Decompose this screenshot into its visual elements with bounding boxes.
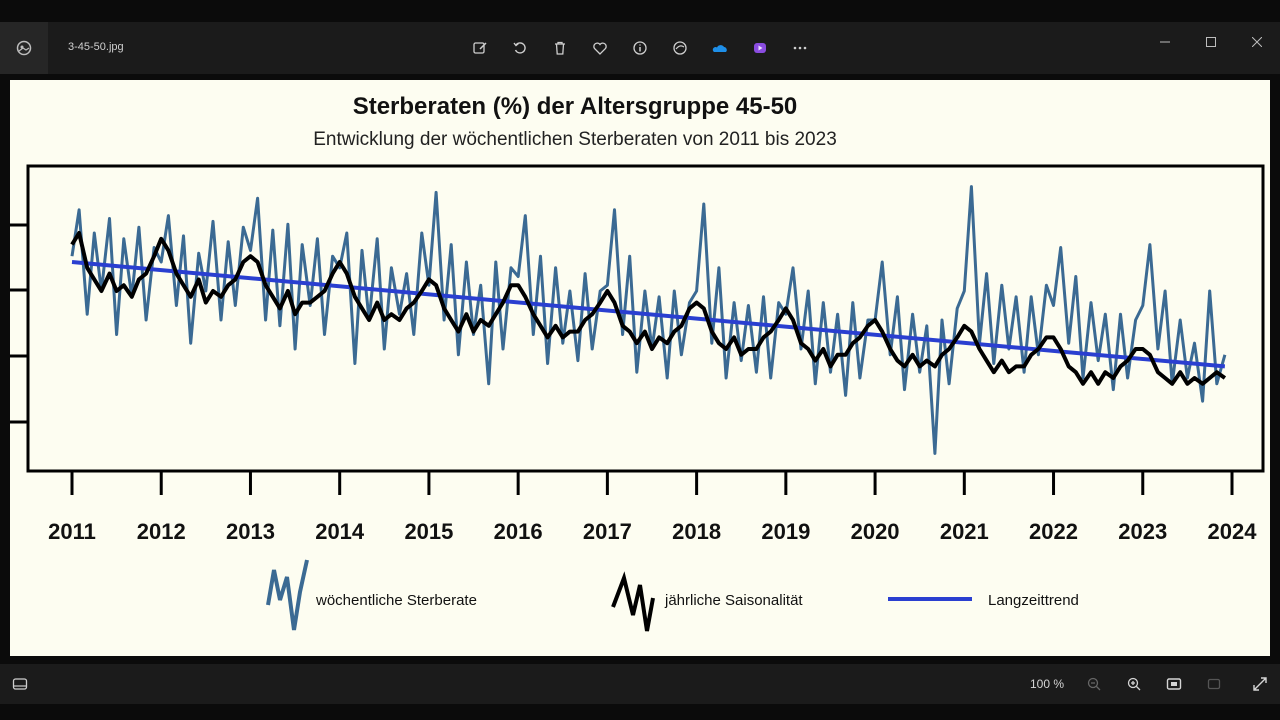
x-tick-label: 2019 — [761, 519, 810, 544]
file-name: 3-45-50.jpg — [68, 41, 124, 53]
legend-trend-label: Langzeittrend — [988, 592, 1079, 609]
edit-icon[interactable] — [468, 36, 492, 60]
maximize-icon[interactable] — [1188, 28, 1234, 56]
status-bar: 100 % — [0, 664, 1280, 704]
actual-size-icon[interactable] — [1204, 674, 1224, 694]
series-seasonal-line — [70, 231, 1227, 386]
legend-seasonal-label: jährliche Saisonalität — [664, 592, 803, 609]
rotate-icon[interactable] — [508, 36, 532, 60]
x-tick-label: 2020 — [851, 519, 900, 544]
plot-frame — [26, 164, 1265, 473]
legend-weekly-label: wöchentliche Sterberate — [315, 592, 477, 609]
chart-subtitle: Entwicklung der wöchentlichen Sterberate… — [313, 129, 837, 150]
favorite-icon[interactable] — [588, 36, 612, 60]
x-tick-label: 2011 — [48, 519, 96, 544]
plot-area — [70, 185, 1227, 455]
x-tick-label: 2014 — [315, 519, 365, 544]
x-tick-label: 2022 — [1029, 519, 1078, 544]
legend: wöchentliche Sterberate jährliche Saison… — [266, 559, 1079, 632]
x-tick-label: 2013 — [226, 519, 275, 544]
x-tick-label: 2017 — [583, 519, 632, 544]
chart-title: Sterberaten (%) der Altersgruppe 45-50 — [353, 93, 798, 120]
share-icon[interactable] — [668, 36, 692, 60]
x-axis: 2011 2012 2013 2014 2015 2016 2017 2018 2019 2020… — [48, 471, 1257, 544]
delete-icon[interactable] — [548, 36, 572, 60]
x-tick-label: 2012 — [137, 519, 186, 544]
onedrive-icon[interactable] — [708, 36, 732, 60]
filmstrip-icon[interactable] — [10, 674, 30, 694]
x-tick-label: 2021 — [940, 519, 989, 544]
toolbar — [468, 36, 812, 60]
zoom-in-icon[interactable] — [1124, 674, 1144, 694]
fullscreen-icon[interactable] — [1250, 674, 1270, 694]
x-tick-label: 2015 — [404, 519, 453, 544]
title-bar: 3-45-50.jpg — [0, 22, 1280, 74]
more-icon[interactable] — [788, 36, 812, 60]
zoom-level: 100 % — [1030, 677, 1065, 691]
y-axis-ticks — [10, 223, 28, 424]
x-tick-label: 2023 — [1118, 519, 1167, 544]
minimize-icon[interactable] — [1142, 28, 1188, 56]
x-tick-label: 2016 — [494, 519, 543, 544]
app-icon[interactable] — [0, 22, 48, 74]
window-controls — [1142, 28, 1280, 56]
series-trend-line — [71, 260, 1226, 369]
close-icon[interactable] — [1234, 28, 1280, 56]
clipchamp-icon[interactable] — [748, 36, 772, 60]
fit-to-window-icon[interactable] — [1164, 674, 1184, 694]
x-tick-label: 2018 — [672, 519, 721, 544]
x-tick-label: 2024 — [1208, 519, 1258, 544]
photos-app-icon — [16, 40, 32, 56]
zoom-out-icon[interactable] — [1084, 674, 1104, 694]
info-icon[interactable] — [628, 36, 652, 60]
legend-seasonal-swatch — [611, 571, 655, 632]
chart: Sterberaten (%) der Altersgruppe 45-50 E… — [10, 93, 1265, 632]
series-weekly-line — [70, 185, 1227, 455]
image-viewer: Sterberaten (%) der Altersgruppe 45-50 E… — [10, 80, 1270, 656]
legend-weekly-swatch — [266, 559, 309, 631]
